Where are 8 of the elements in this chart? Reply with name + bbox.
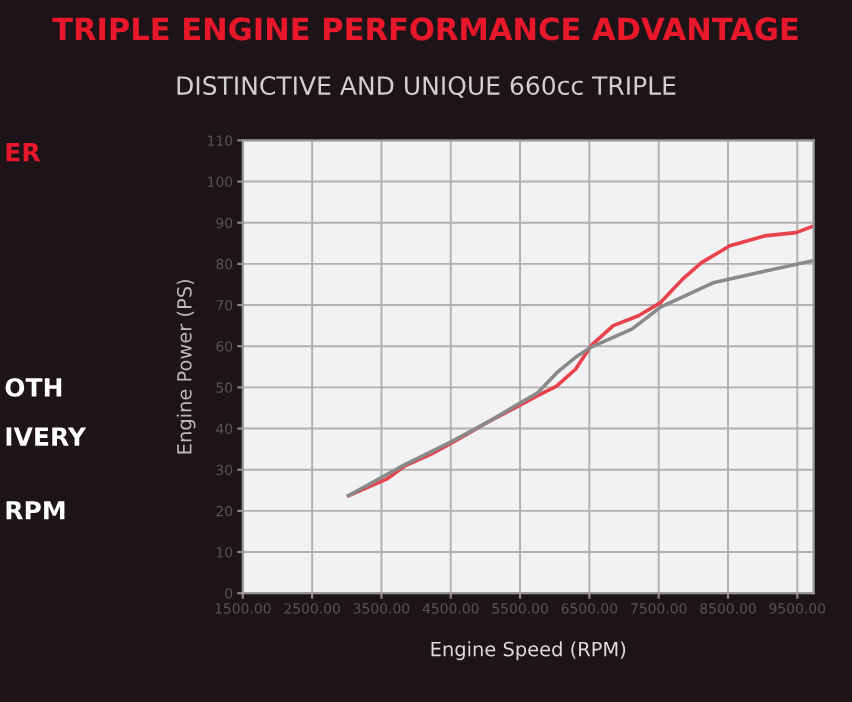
chart-title: TRIPLE ENGINE PERFORMANCE ADVANTAGE	[52, 17, 798, 41]
y-axis-title: Engine Power (PS)	[176, 279, 196, 454]
x-axis-title: Engine Speed (RPM)	[431, 641, 626, 661]
text: ER	[6, 143, 41, 162]
text: IVERY	[6, 427, 87, 446]
text: OTH	[5, 377, 62, 397]
text: RPM	[6, 501, 65, 520]
chart-subtitle: DISTINCTIVE AND UNIQUE 660cc TRIPLE	[177, 76, 676, 98]
